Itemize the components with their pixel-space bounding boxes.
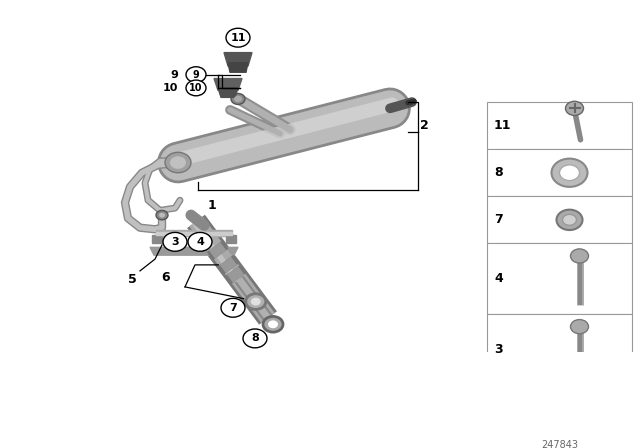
Text: 10: 10 [163,83,178,93]
Circle shape [159,213,165,217]
Polygon shape [156,230,232,237]
Text: 9: 9 [170,69,178,80]
Polygon shape [509,411,605,430]
Text: 4: 4 [494,272,503,285]
Circle shape [186,80,206,96]
Text: 247843: 247843 [541,439,578,448]
Text: 8: 8 [494,166,502,179]
Circle shape [163,233,187,251]
Circle shape [234,96,242,102]
Circle shape [170,156,186,169]
Bar [487,314,632,385]
Text: 11: 11 [230,33,246,43]
Circle shape [156,211,168,220]
Polygon shape [152,235,162,243]
Circle shape [570,249,589,263]
Circle shape [570,319,589,334]
Circle shape [186,67,206,82]
Text: 9: 9 [193,69,200,80]
Circle shape [557,210,582,230]
Text: 11: 11 [494,119,511,132]
Text: 8: 8 [251,333,259,344]
Bar [487,385,632,432]
Polygon shape [507,428,607,434]
Text: 3: 3 [171,237,179,247]
Bar [487,149,632,196]
Bar [487,243,632,314]
Text: 4: 4 [196,237,204,247]
Circle shape [188,233,212,251]
Circle shape [231,94,245,104]
Text: 5: 5 [128,273,137,286]
Circle shape [263,316,283,332]
Polygon shape [226,235,236,243]
Text: 3: 3 [494,343,502,356]
Circle shape [165,152,191,173]
Circle shape [221,298,245,317]
Polygon shape [224,52,252,66]
Circle shape [243,329,267,348]
Circle shape [566,101,584,116]
Circle shape [563,214,577,225]
Circle shape [251,297,260,306]
Text: 1: 1 [208,198,217,211]
Circle shape [552,159,588,187]
Circle shape [268,320,278,328]
Polygon shape [228,63,248,72]
Text: 6: 6 [161,271,170,284]
Text: 2: 2 [420,119,429,132]
Bar [487,196,632,243]
Circle shape [559,165,579,181]
Text: 7: 7 [494,213,503,226]
Circle shape [246,294,266,310]
Circle shape [226,28,250,47]
Polygon shape [218,88,238,97]
Polygon shape [156,232,232,235]
Polygon shape [214,78,242,90]
Text: 10: 10 [189,83,203,93]
Polygon shape [150,247,238,255]
Text: 7: 7 [229,303,237,313]
Bar [487,102,632,149]
